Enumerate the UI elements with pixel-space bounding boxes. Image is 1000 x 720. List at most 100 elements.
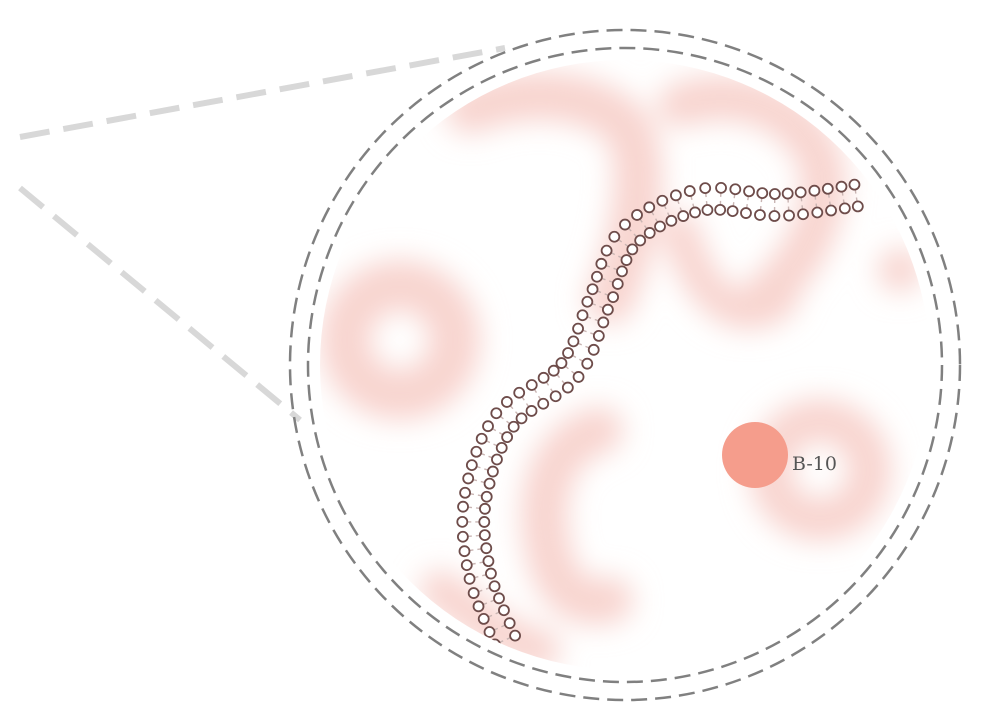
lipid-head [821,182,834,195]
lens-ring-inner [306,46,944,684]
lipid-head [465,459,478,472]
lipid-head [480,490,493,503]
boron-particle: B-10 [722,422,837,488]
lipid-head [838,202,851,215]
lipid-head [458,545,471,558]
lipid-head [665,214,678,227]
lipid-head [501,431,514,444]
lipid-head [509,629,521,642]
lipid-head [485,567,497,580]
lipid-head [490,407,503,420]
lipid-head [797,208,809,221]
lipid-head [459,486,471,499]
lipid-head [794,186,807,199]
lipid-head [486,465,499,478]
lipid-head [480,542,493,555]
lipid-head [456,515,469,528]
lipid-head [616,265,628,278]
lipid-head [743,185,755,198]
lipid-head [463,572,476,585]
lipid-head [483,626,496,638]
lipid-head [475,432,488,445]
lipid-head [587,343,600,356]
lipid-head [456,530,469,543]
lipid-head [643,201,656,214]
lipid-head [478,516,491,528]
lipid-head [781,187,794,200]
lipid-head [670,189,682,202]
lipid-head [643,227,656,239]
lipid-head [525,379,538,391]
lipid-head [537,397,550,410]
magnifier-lens-frame [288,28,962,702]
lipid-head [626,243,639,256]
lipid-head [619,218,631,231]
lipid-head [581,295,594,308]
lipid-head [581,357,594,370]
lipid-head [754,209,766,221]
lipid-head [631,209,643,221]
lipid-head [768,188,781,200]
lipid-head [600,244,613,257]
lipid-head [561,381,574,394]
lipid-head [467,587,480,599]
lipid-head [825,204,837,217]
lipid-head [597,316,610,329]
lipid-head [851,200,864,213]
lipid-head [457,500,469,513]
zoom-line-lower [18,185,302,423]
lipid-head [592,329,605,342]
lipid-head [537,371,550,384]
lipid-head [525,405,538,417]
lipid-head [460,559,473,572]
lipid-head [507,420,520,433]
lipid-head [482,555,495,568]
lipid-head [808,184,821,197]
zoom-callout-lines [18,45,506,423]
boron-label: B-10 [792,453,837,475]
lipid-head [634,234,647,247]
lipid-head [493,592,505,605]
lipid-head [500,396,513,408]
lipid-head [654,220,666,233]
lipid-head [549,390,562,403]
magnified-view: B-10 [320,60,930,670]
lipid-head [595,257,608,270]
lipid-head [470,445,483,458]
lipid-head [783,209,795,222]
lipid-head [689,206,701,219]
lipid-head [477,613,490,625]
lipid-bilayer-membrane [456,178,864,651]
lipid-head [811,206,824,219]
lipid-head [572,322,584,335]
lipid-head [555,357,568,369]
tissue-blob-small-right [878,248,922,292]
lipid-head [835,180,848,193]
lipid-head [726,205,739,217]
lipid-head [478,529,491,541]
lipid-head [562,347,574,359]
lipid-head [740,207,752,219]
lipid-head [576,309,589,322]
lipid-head [656,194,669,207]
lipid-head [462,472,475,485]
lipid-head [572,371,585,383]
lipid-head [513,386,526,399]
lipid-head [601,303,614,316]
lipid-head [591,270,603,283]
lipid-head [515,412,528,425]
lipid-head [729,183,742,196]
lipid-head [699,182,712,195]
lipid-head [701,204,714,216]
lipid-head [608,230,621,243]
lipid-head [768,210,781,222]
lipid-head [495,441,508,454]
boron-atom [722,422,788,488]
zoom-line-upper [19,45,506,140]
lipid-head [620,254,633,266]
lens-ring-outer [288,28,962,702]
lipid-head [683,185,696,197]
lipid-head [498,604,510,617]
